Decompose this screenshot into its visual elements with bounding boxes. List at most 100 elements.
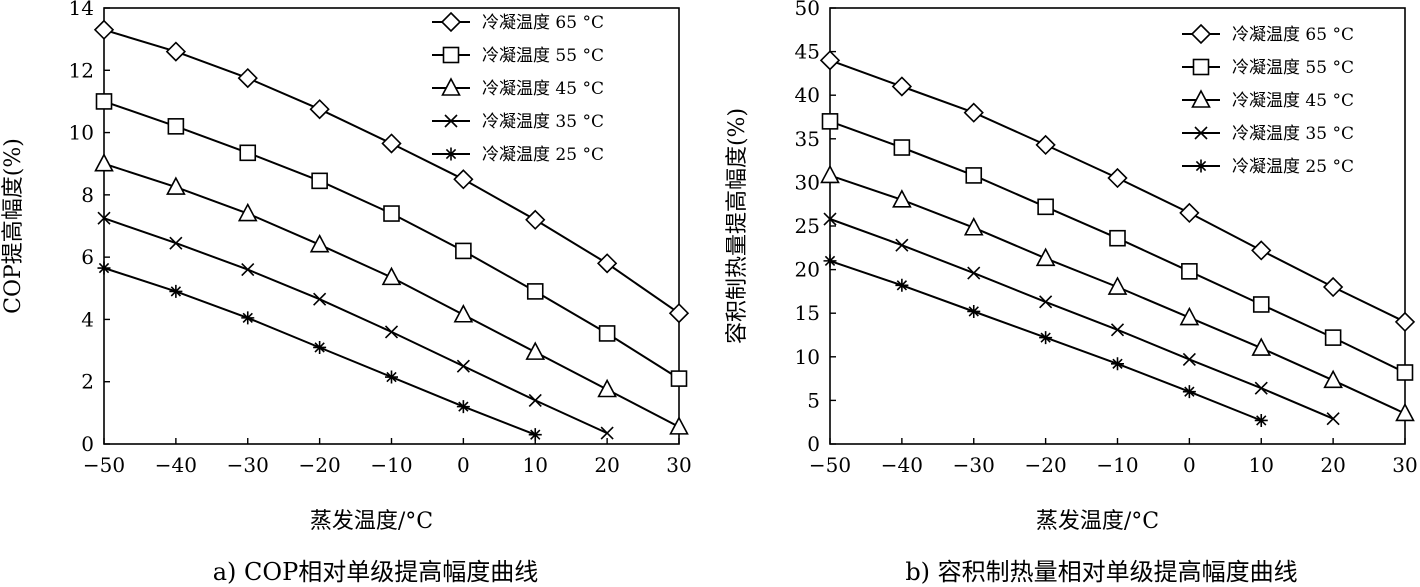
x-tick-label: −30 (227, 453, 269, 477)
data-point-marker (1322, 276, 1344, 298)
y-axis-label: 容积制热量提高幅度(%) (725, 108, 750, 344)
data-point-marker (893, 139, 911, 156)
x-tick-label: −50 (809, 453, 851, 477)
data-point-marker (169, 284, 183, 298)
x-tick-label: 30 (1392, 453, 1417, 477)
data-point-marker (313, 292, 327, 306)
series-5 (823, 254, 1268, 427)
y-tick-label: 10 (69, 121, 94, 145)
legend-marker (1190, 23, 1212, 45)
y-tick-label: 25 (795, 214, 820, 238)
series-1 (93, 19, 690, 324)
data-point-marker (1396, 364, 1414, 381)
data-point-marker (1182, 385, 1196, 399)
data-point-marker (239, 144, 257, 162)
data-point-marker (169, 236, 183, 250)
data-point-marker (598, 325, 616, 342)
y-tick-label: 20 (795, 258, 820, 282)
legend-label: 冷凝温度 35 °C (482, 112, 604, 132)
data-point-marker (596, 253, 618, 274)
legend-label: 冷凝温度 65 °C (482, 13, 604, 33)
data-point-marker (167, 118, 185, 135)
x-tick-label: −30 (953, 453, 995, 477)
y-tick-label: 2 (81, 370, 94, 394)
x-tick-label: 20 (1320, 453, 1345, 477)
data-point-marker (383, 205, 400, 222)
y-tick-label: 0 (807, 432, 820, 456)
x-tick-label: 10 (1249, 453, 1274, 477)
legend-marker (440, 11, 462, 33)
data-point-marker (93, 19, 115, 40)
data-point-marker (1107, 167, 1128, 189)
data-point-marker (1039, 331, 1053, 345)
x-tick-label: −10 (370, 453, 412, 477)
data-point-marker (94, 153, 114, 172)
data-point-marker (669, 416, 689, 435)
data-point-marker (967, 266, 981, 280)
data-point-marker (525, 209, 546, 230)
series-5 (97, 261, 542, 442)
legend-marker (442, 46, 460, 64)
legend-item: 冷凝温度 65 °C (1182, 23, 1354, 45)
data-point-marker (967, 304, 981, 318)
data-point-marker (891, 76, 913, 97)
data-point-marker (600, 426, 614, 440)
y-tick-label: 12 (69, 58, 94, 82)
figure-caption: b) 容积制热量相对单级提高幅度曲线 (905, 558, 1297, 586)
data-point-marker (1110, 323, 1125, 337)
legend-item: 冷凝温度 25 °C (1182, 157, 1354, 177)
y-tick-label: 6 (81, 245, 94, 269)
y-tick-label: 40 (795, 83, 820, 107)
data-point-marker (1394, 311, 1416, 333)
data-point-marker (381, 133, 402, 154)
series-3 (820, 164, 1415, 422)
data-point-marker (1037, 198, 1054, 216)
data-point-marker (381, 266, 402, 286)
data-point-marker (1039, 295, 1053, 309)
data-point-marker (1254, 413, 1268, 427)
chart-panel-a: −50 −40 −30 −20 −10 0 10 20 30 0 2 4 6 8 10 12 14 冷凝温度 65… (1, 0, 692, 586)
y-tick-label: 35 (795, 127, 820, 151)
legend-marker (1194, 159, 1208, 173)
x-tick-label: 20 (594, 453, 619, 477)
x-tick-label: −20 (299, 453, 341, 477)
legend-label: 冷凝温度 55 °C (1232, 58, 1354, 78)
data-point-marker (670, 370, 688, 387)
x-axis-label: 蒸发温度/°C (1036, 509, 1159, 534)
x-tick-label: −40 (155, 453, 197, 477)
data-point-marker (453, 304, 474, 323)
data-point-marker (165, 41, 187, 62)
data-point-marker (1181, 263, 1198, 280)
data-point-marker (597, 378, 617, 398)
data-point-marker (1252, 296, 1270, 313)
data-point-marker (895, 238, 909, 252)
data-point-marker (1111, 357, 1124, 371)
legend-label: 冷凝温度 25 °C (1232, 157, 1354, 177)
data-point-marker (309, 99, 330, 120)
y-tick-label: 4 (81, 307, 94, 331)
legend-label: 冷凝温度 25 °C (482, 145, 604, 165)
data-point-marker (1326, 412, 1340, 426)
data-point-marker (166, 176, 186, 195)
data-point-marker (237, 202, 258, 222)
y-tick-label: 50 (795, 0, 820, 20)
data-point-marker (1179, 202, 1200, 224)
legend-marker (1192, 58, 1210, 76)
data-point-marker (528, 393, 542, 407)
data-point-marker (528, 428, 542, 442)
data-point-marker (97, 211, 111, 225)
data-point-marker (1182, 352, 1196, 366)
legend-label: 冷凝温度 45 °C (1232, 91, 1354, 111)
y-tick-label: 14 (69, 0, 94, 20)
data-point-marker (963, 102, 984, 123)
data-point-marker (525, 341, 546, 360)
x-tick-label: −10 (1096, 453, 1138, 477)
y-tick-label: 30 (795, 170, 820, 194)
chart-panel-b: −50 −40 −30 −20 −10 0 10 20 30 0 5 10 15 20 25 30 35 40 45… (725, 0, 1418, 586)
series-line (103, 162, 680, 428)
y-tick-label: 8 (81, 183, 94, 207)
series-3 (94, 153, 689, 435)
data-point-marker (97, 261, 111, 275)
series-2 (95, 93, 688, 387)
data-point-marker (668, 303, 690, 324)
